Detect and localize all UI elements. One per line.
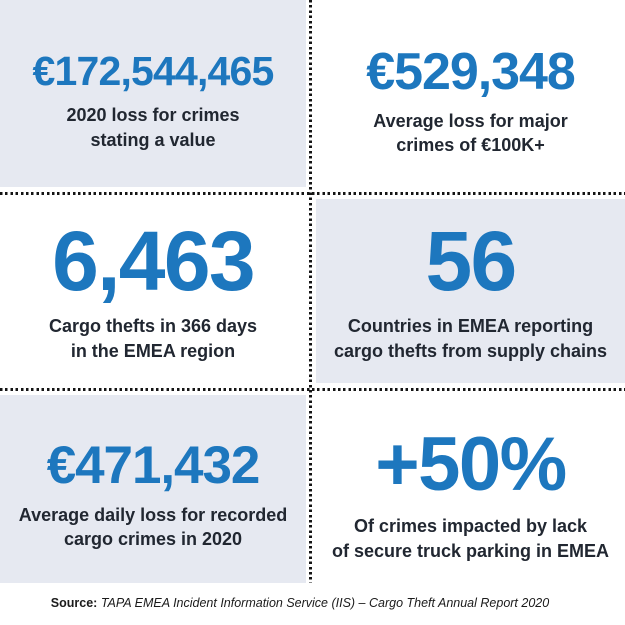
stat-value: €471,432	[46, 435, 261, 495]
stat-caption: Of crimes impacted by lack of secure tru…	[332, 514, 609, 563]
stat-tile-daily-loss: €471,432 Average daily loss for recorded…	[0, 395, 306, 583]
source-label: Source:	[50, 596, 98, 610]
stat-tile-country-count: 56 Countries in EMEA reporting cargo the…	[316, 199, 625, 383]
stat-value: 56	[425, 214, 517, 309]
stat-tile-truck-parking: +50% Of crimes impacted by lack of secur…	[316, 395, 625, 583]
stat-caption-line: of secure truck parking in EMEA	[331, 540, 610, 561]
stat-caption-line: Average loss for major	[373, 110, 568, 131]
source-note: Source: TAPA EMEA Incident Information S…	[0, 596, 600, 611]
stat-caption: Average loss for major crimes of €100K+	[373, 109, 567, 158]
stat-caption: 2020 loss for crimes stating a value	[66, 103, 239, 152]
dotted-divider-horizontal-1	[0, 192, 625, 195]
stat-caption-line: cargo crimes in 2020	[63, 529, 243, 549]
stat-caption: Cargo thefts in 366 days in the EMEA reg…	[49, 314, 257, 363]
stat-caption-line: in the EMEA region	[70, 340, 236, 361]
stat-tile-average-major-loss: €529,348 Average loss for major crimes o…	[316, 0, 625, 187]
stat-caption-line: Cargo thefts in 366 days	[48, 316, 258, 337]
stat-caption-line: stating a value	[90, 129, 216, 150]
stat-caption: Countries in EMEA reporting cargo thefts…	[334, 314, 607, 363]
stat-value: +50%	[375, 422, 567, 508]
source-text: TAPA EMEA Incident Information Service (…	[100, 596, 550, 610]
stat-caption-line: crimes of €100K+	[396, 135, 545, 155]
stat-caption-line: 2020 loss for crimes	[66, 105, 240, 126]
stat-caption-line: Of crimes impacted by lack	[353, 516, 588, 537]
stat-tile-theft-count: 6,463 Cargo thefts in 366 days in the EM…	[0, 199, 306, 383]
stat-value: €529,348	[366, 42, 576, 101]
dotted-divider-vertical	[309, 0, 312, 583]
stat-value: €172,544,465	[32, 48, 275, 95]
stat-value: 6,463	[52, 214, 255, 309]
stat-caption-line: Average daily loss for recorded	[18, 504, 288, 525]
dotted-divider-horizontal-2	[0, 388, 625, 391]
stat-caption-line: Countries in EMEA reporting	[347, 316, 594, 337]
stat-caption: Average daily loss for recorded cargo cr…	[19, 503, 287, 552]
stat-caption-line: cargo thefts from supply chains	[333, 340, 608, 361]
stat-tile-total-loss: €172,544,465 2020 loss for crimes statin…	[0, 0, 306, 187]
